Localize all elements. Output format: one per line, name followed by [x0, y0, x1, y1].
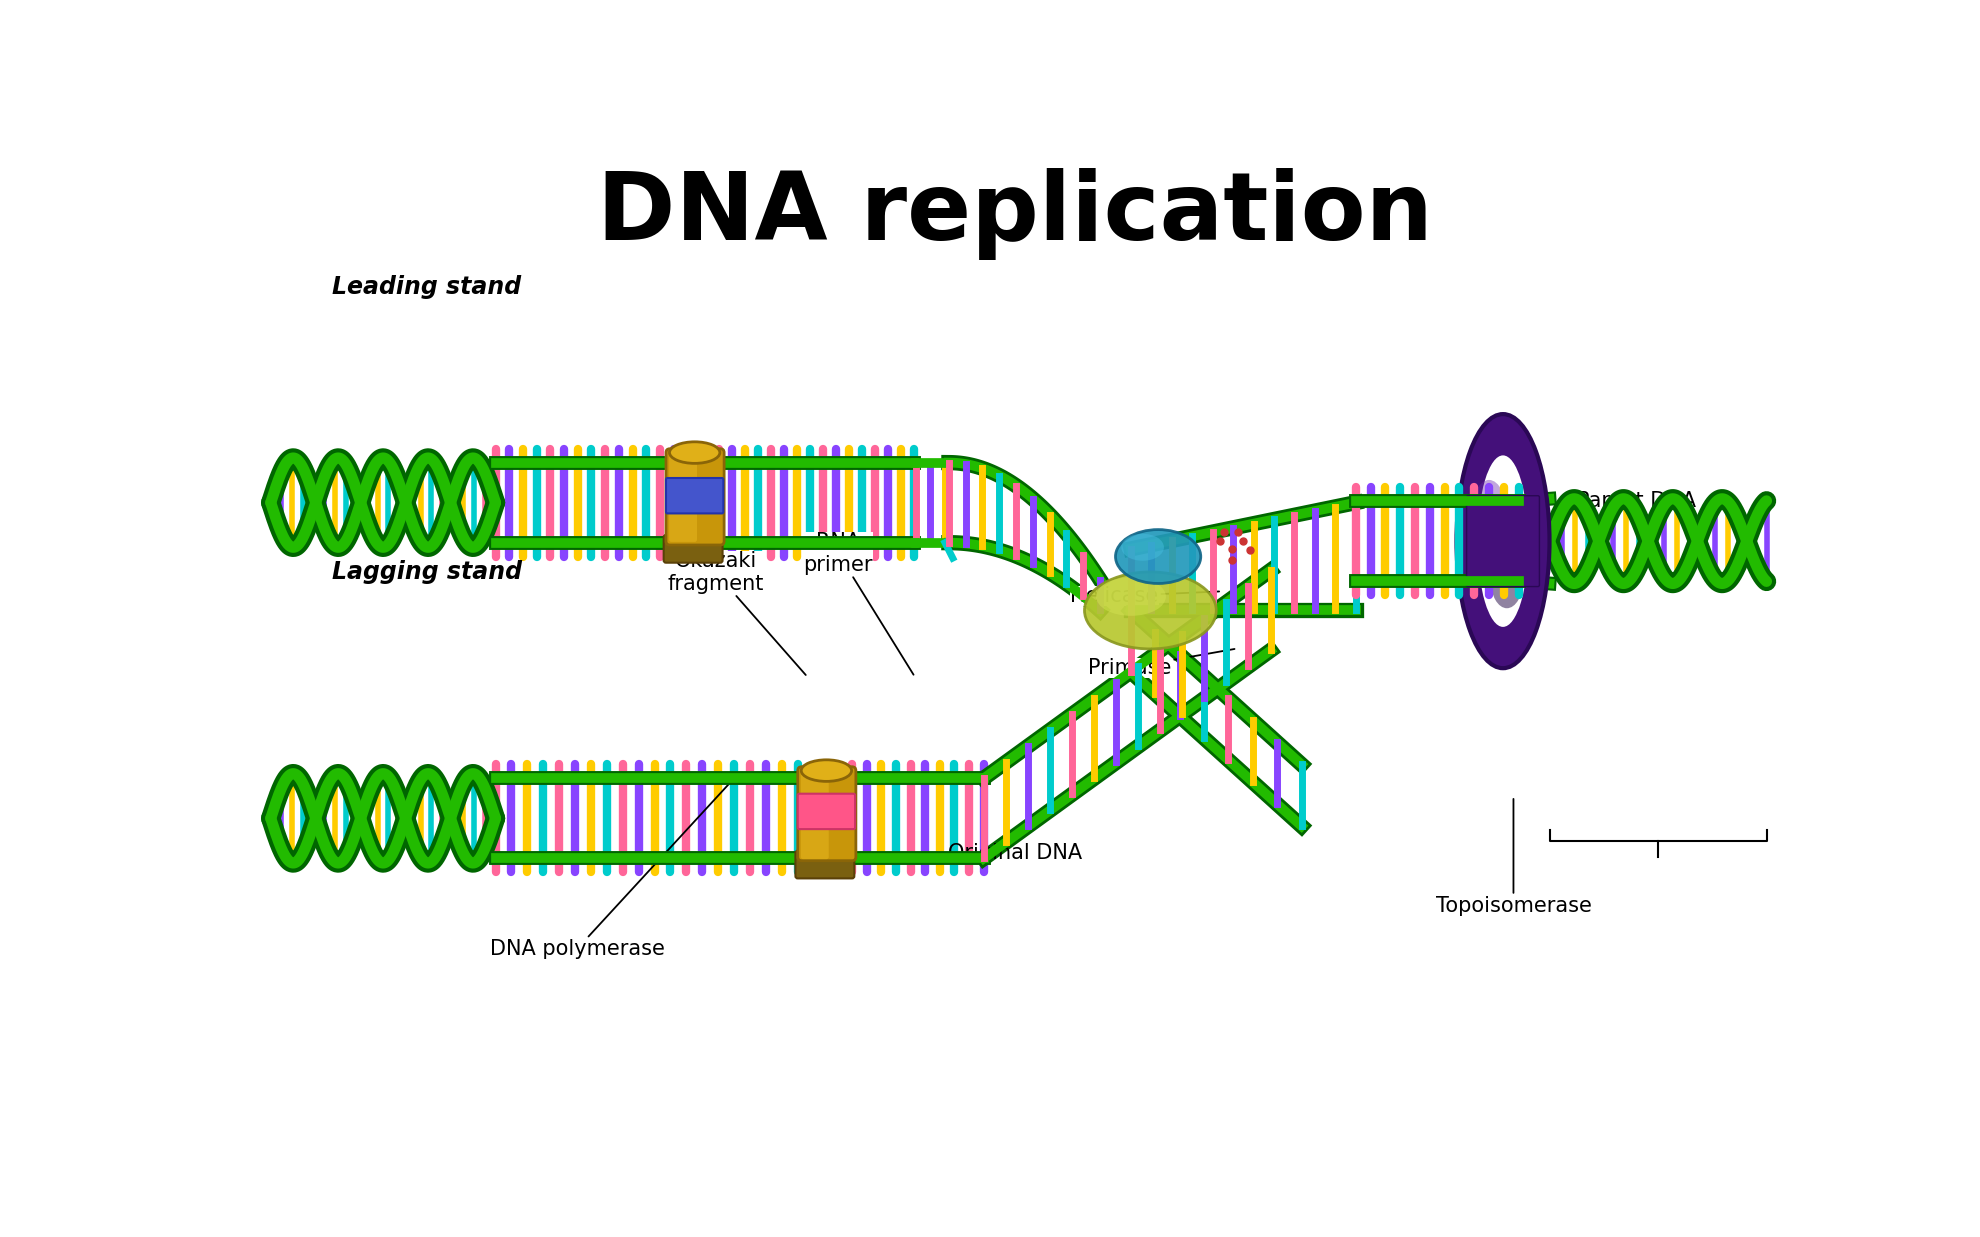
Ellipse shape [1121, 534, 1164, 560]
FancyBboxPatch shape [663, 534, 723, 563]
Ellipse shape [1457, 414, 1550, 668]
FancyBboxPatch shape [669, 453, 697, 542]
Ellipse shape [1097, 578, 1166, 616]
Ellipse shape [669, 442, 721, 464]
FancyBboxPatch shape [798, 794, 855, 829]
Text: Lagging stand: Lagging stand [333, 560, 523, 584]
Ellipse shape [1491, 550, 1523, 609]
Text: Helicase: Helicase [1071, 586, 1220, 606]
FancyBboxPatch shape [1467, 496, 1538, 586]
FancyBboxPatch shape [798, 767, 855, 861]
Ellipse shape [1085, 571, 1216, 649]
Text: Leading stand: Leading stand [333, 275, 521, 298]
Ellipse shape [1471, 480, 1507, 557]
Text: Parent DNA: Parent DNA [1576, 491, 1695, 511]
Text: Okazaki
fragment: Okazaki fragment [667, 550, 806, 675]
Text: Primase: Primase [1089, 649, 1234, 678]
Text: Topoisomerase: Topoisomerase [1436, 799, 1592, 915]
Text: DNA polymerase: DNA polymerase [489, 784, 729, 959]
Ellipse shape [1477, 455, 1529, 627]
FancyBboxPatch shape [796, 851, 853, 878]
Text: DNA replication: DNA replication [596, 168, 1434, 260]
FancyBboxPatch shape [800, 772, 830, 860]
Ellipse shape [802, 760, 851, 782]
Ellipse shape [1115, 529, 1200, 584]
Text: Original DNA: Original DNA [948, 844, 1081, 863]
FancyBboxPatch shape [665, 449, 725, 546]
FancyBboxPatch shape [665, 477, 723, 513]
Text: RNA
primer: RNA primer [804, 532, 913, 674]
